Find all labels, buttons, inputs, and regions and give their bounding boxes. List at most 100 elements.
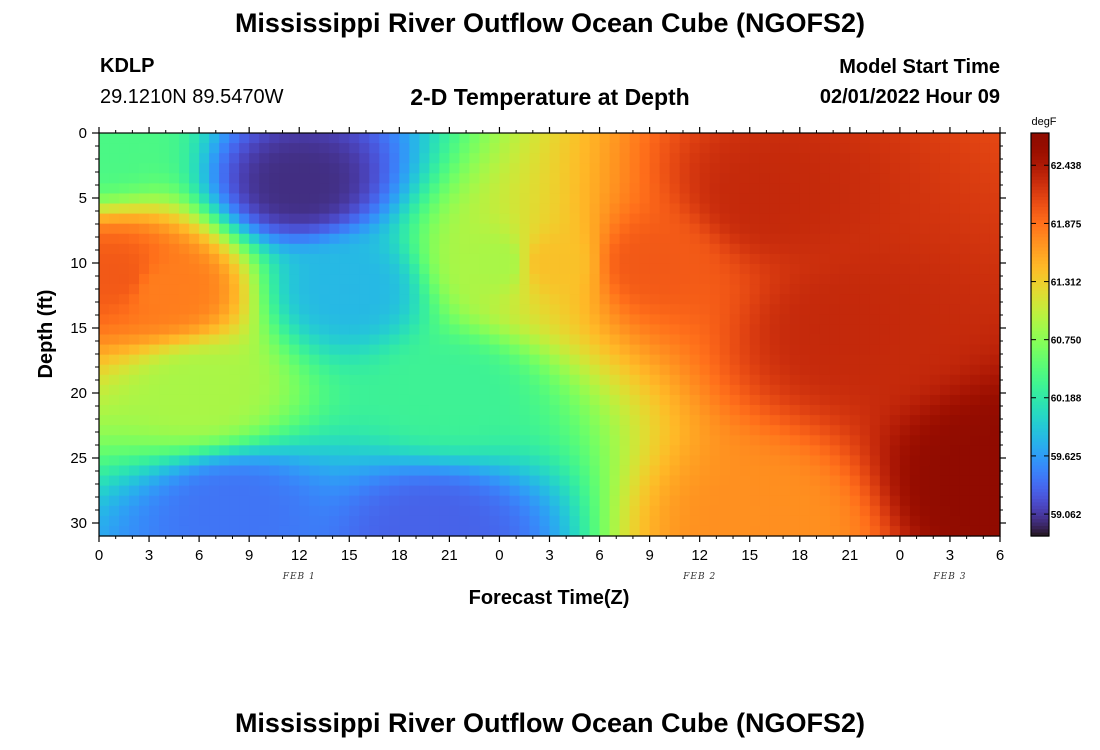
heatmap-cell (659, 374, 671, 386)
heatmap-cell (849, 223, 861, 235)
heatmap-cell (889, 425, 901, 436)
heatmap-cell (369, 445, 380, 456)
station-coordinates: 29.1210N 89.5470W (100, 86, 284, 108)
heatmap-cell (609, 495, 621, 507)
heatmap-cell (509, 304, 521, 315)
heatmap-cell (729, 153, 741, 164)
heatmap-cell (739, 374, 751, 386)
heatmap-cell (859, 384, 871, 396)
heatmap-cell (939, 173, 951, 184)
heatmap-cell (149, 465, 160, 477)
heatmap-cell (749, 465, 761, 477)
heatmap-cell (899, 405, 911, 416)
heatmap-cell (959, 394, 971, 406)
heatmap-cell (409, 465, 420, 477)
heatmap-cell (379, 274, 390, 285)
heatmap-cell (99, 394, 110, 406)
heatmap-cell (139, 515, 150, 527)
heatmap-cell (119, 485, 130, 497)
heatmap-cell (489, 384, 501, 396)
heatmap-cell (549, 525, 561, 537)
heatmap-cell (229, 354, 240, 366)
heatmap-cell (469, 163, 481, 174)
heatmap-cell (459, 213, 471, 225)
heatmap-cell (989, 223, 1001, 235)
heatmap-cell (789, 344, 801, 356)
heatmap-cell (839, 274, 851, 285)
heatmap-cell (449, 495, 460, 507)
heatmap-cell (789, 213, 801, 225)
heatmap-cell (609, 505, 621, 517)
heatmap-cell (909, 133, 921, 144)
heatmap-cell (379, 243, 390, 255)
heatmap-cell (539, 213, 551, 225)
heatmap-cell (249, 304, 260, 315)
heatmap-cell (619, 425, 631, 436)
heatmap-cell (739, 193, 751, 205)
heatmap-cell (739, 354, 751, 366)
heatmap-cell (329, 525, 340, 537)
x-tick-label: 15 (341, 547, 358, 564)
heatmap-cell (609, 445, 621, 456)
heatmap-cell (489, 213, 501, 225)
heatmap-cell (319, 193, 330, 205)
heatmap-cell (199, 515, 210, 527)
heatmap-cell (339, 525, 350, 537)
heatmap-cell (499, 384, 511, 396)
heatmap-cell (399, 415, 410, 426)
heatmap-cell (709, 525, 721, 537)
heatmap-cell (259, 153, 270, 164)
heatmap-cell (979, 525, 991, 537)
heatmap-cell (769, 405, 781, 416)
heatmap-cell (989, 344, 1001, 356)
heatmap-cell (329, 425, 340, 436)
heatmap-cell (659, 334, 671, 346)
heatmap-cell (699, 344, 711, 356)
heatmap-cell (459, 475, 471, 487)
heatmap-cell (789, 133, 801, 144)
heatmap-cell (499, 495, 511, 507)
heatmap-cell (549, 374, 561, 386)
heatmap-cell (869, 344, 881, 356)
heatmap-cell (639, 475, 651, 487)
heatmap-cell (819, 294, 831, 305)
heatmap-cell (709, 455, 721, 467)
heatmap-cell (299, 203, 310, 215)
heatmap-cell (359, 304, 370, 315)
heatmap-cell (979, 455, 991, 467)
heatmap-cell (509, 314, 521, 326)
heatmap-cell (679, 253, 691, 265)
heatmap-cell (979, 213, 991, 225)
heatmap-cell (139, 253, 150, 265)
heatmap-cell (209, 304, 220, 315)
heatmap-cell (649, 394, 661, 406)
heatmap-cell (199, 505, 210, 517)
heatmap-cell (99, 455, 110, 467)
heatmap-cell (189, 495, 200, 507)
heatmap-cell (919, 364, 931, 376)
x-axis-title: Forecast Time(Z) (469, 587, 630, 609)
heatmap-cell (689, 284, 701, 295)
heatmap-cell (979, 304, 991, 315)
heatmap-cell (529, 274, 541, 285)
heatmap-cell (529, 203, 541, 215)
heatmap-cell (569, 133, 581, 144)
heatmap-cell (359, 485, 370, 497)
heatmap-cell (599, 133, 611, 144)
heatmap-cell (869, 495, 881, 507)
heatmap-cell (629, 203, 641, 215)
heatmap-cell (659, 465, 671, 477)
heatmap-cell (639, 183, 651, 195)
heatmap-cell (209, 394, 220, 406)
heatmap-cell (579, 374, 591, 386)
heatmap-cell (639, 263, 651, 275)
heatmap-cell (279, 445, 290, 456)
heatmap-cell (949, 475, 961, 487)
heatmap-cell (569, 435, 581, 446)
heatmap-cell (509, 374, 521, 386)
heatmap-cell (899, 274, 911, 285)
heatmap-cell (919, 284, 931, 295)
heatmap-cell (389, 445, 400, 456)
heatmap-cell (919, 294, 931, 305)
heatmap-cell (489, 324, 501, 336)
